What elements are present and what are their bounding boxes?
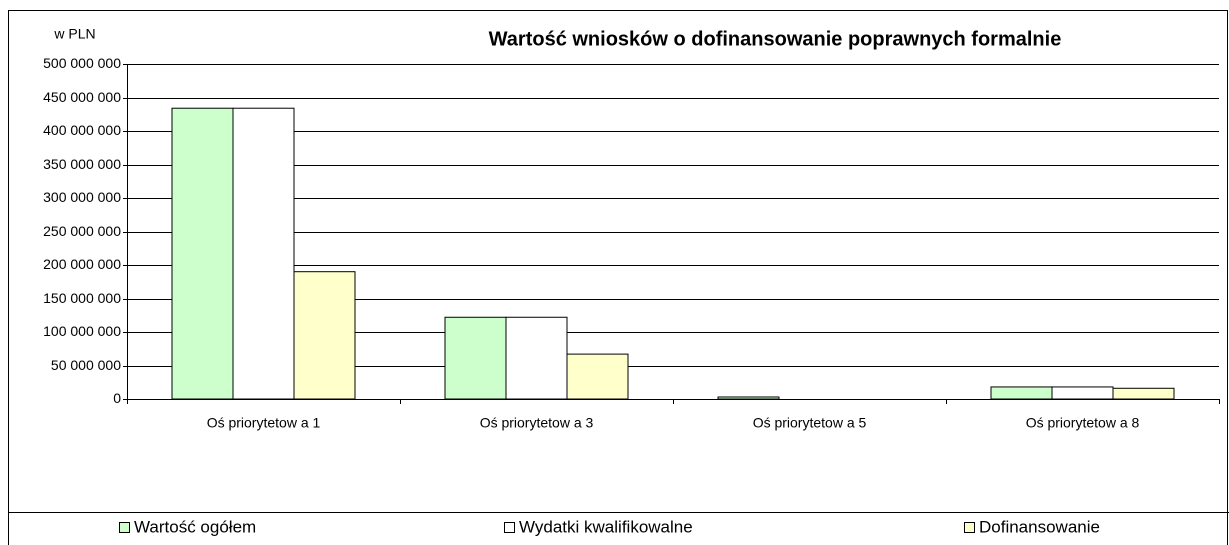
y-tick-label: 450 000 000 <box>43 89 121 105</box>
bar <box>717 396 780 400</box>
x-tick-label: Oś priorytetow a 8 <box>1026 415 1140 431</box>
legend-swatch <box>119 522 130 533</box>
y-tick-label: 100 000 000 <box>43 323 121 339</box>
y-tick-label: 400 000 000 <box>43 122 121 138</box>
x-tick-label: Oś priorytetow a 5 <box>753 415 867 431</box>
x-tick-label: Oś priorytetow a 1 <box>207 415 321 431</box>
legend-label: Wydatki kwalifikowalne <box>519 517 693 536</box>
legend-swatch <box>964 522 975 533</box>
y-tick-label: 300 000 000 <box>43 189 121 205</box>
y-tick-label: 500 000 000 <box>43 55 121 71</box>
bar <box>505 316 568 400</box>
bar <box>1051 386 1114 400</box>
chart-title: Wartość wniosków o dofinansowanie popraw… <box>489 28 1062 50</box>
y-axis-label: w PLN <box>53 26 95 42</box>
bar <box>171 107 234 400</box>
bar <box>293 271 356 400</box>
y-tick-label: 50 000 000 <box>51 357 121 373</box>
y-tick-label: 250 000 000 <box>43 223 121 239</box>
y-tick-label: 0 <box>113 390 121 406</box>
legend-label: Wartość ogółem <box>134 517 256 536</box>
legend-label: Dofinansowanie <box>979 517 1100 536</box>
bar <box>444 316 507 400</box>
bar <box>566 353 629 400</box>
y-tick-label: 200 000 000 <box>43 256 121 272</box>
bar <box>232 107 295 400</box>
y-tick-label: 350 000 000 <box>43 156 121 172</box>
legend-swatch <box>504 522 515 533</box>
bar <box>1112 387 1175 400</box>
x-tick-label: Oś priorytetow a 3 <box>480 415 594 431</box>
y-tick-label: 150 000 000 <box>43 290 121 306</box>
bar <box>990 386 1053 400</box>
